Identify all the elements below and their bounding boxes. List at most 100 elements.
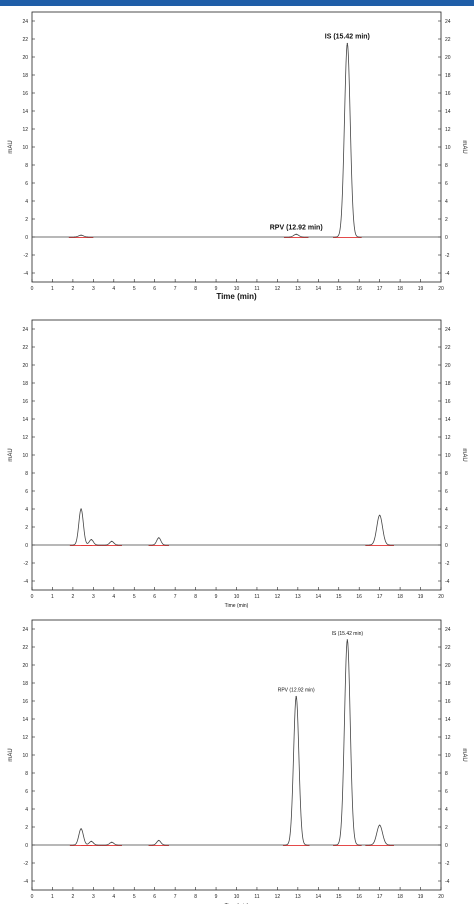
peak-annotation: RPV (12.92 min): [270, 224, 323, 231]
x-tick-label: 6: [153, 894, 156, 900]
x-tick-label: 19: [418, 594, 424, 600]
x-tick-label: 15: [336, 894, 342, 900]
x-tick-label: 15: [336, 286, 342, 292]
x-tick-label: 18: [397, 286, 403, 292]
y-tick-label-right: 14: [445, 109, 451, 115]
x-tick-label: 6: [153, 594, 156, 600]
x-tick-label: 20: [438, 894, 444, 900]
x-tick-label: 15: [336, 594, 342, 600]
y-tick-label: 22: [22, 645, 28, 651]
y-tick-label: 6: [25, 789, 28, 795]
y-tick-label-right: 0: [445, 235, 448, 241]
y-tick-label-right: 24: [445, 627, 451, 633]
y-tick-label: 16: [22, 399, 28, 405]
y-tick-label-right: 10: [445, 145, 451, 151]
y-tick-label-right: 2: [445, 525, 448, 531]
x-axis-label: Time (min): [225, 603, 249, 609]
y-tick-label-right: 14: [445, 417, 451, 423]
y-axis-label-right: mAU: [461, 448, 467, 461]
y-tick-label: 14: [22, 717, 28, 723]
x-tick-label: 6: [153, 286, 156, 292]
y-tick-label: 12: [22, 127, 28, 133]
x-tick-label: 5: [133, 594, 136, 600]
x-tick-label: 4: [112, 894, 115, 900]
y-axis-label: mAU: [8, 140, 14, 153]
x-tick-label: 14: [316, 286, 322, 292]
y-tick-label-right: 8: [445, 471, 448, 477]
x-tick-label: 16: [356, 594, 362, 600]
peak-apex: [111, 841, 113, 843]
y-tick-label: 12: [22, 435, 28, 441]
x-tick-label: 12: [275, 286, 281, 292]
x-tick-label: 11: [254, 594, 259, 600]
y-tick-label: 14: [22, 109, 28, 115]
y-tick-label: -4: [24, 879, 29, 885]
x-tick-label: 12: [275, 894, 281, 900]
peak-apex: [158, 839, 160, 842]
x-tick-label: 16: [356, 286, 362, 292]
y-tick-label-right: 6: [445, 789, 448, 795]
y-tick-label: 8: [25, 163, 28, 169]
y-tick-label-right: 18: [445, 381, 451, 387]
x-tick-label: 14: [316, 594, 322, 600]
y-axis-label: mAU: [8, 748, 14, 761]
x-tick-label: 9: [215, 894, 218, 900]
chromatogram-trace: [32, 508, 441, 546]
y-tick-label: -4: [24, 271, 29, 277]
y-tick-label-right: 0: [445, 543, 448, 549]
x-tick-label: 18: [397, 894, 403, 900]
y-tick-label-right: 10: [445, 453, 451, 459]
x-tick-label: 0: [31, 286, 34, 292]
y-tick-label-right: 4: [445, 807, 448, 813]
peak-apex: [111, 540, 113, 543]
plot-frame: [31, 11, 442, 283]
y-tick-label: 2: [25, 217, 28, 223]
y-tick-label: 24: [22, 327, 28, 333]
x-tick-label: 8: [194, 894, 197, 900]
x-tick-label: 18: [397, 594, 403, 600]
y-tick-label-right: 4: [445, 507, 448, 513]
x-tick-label: 5: [133, 894, 136, 900]
x-tick-label: 3: [92, 286, 95, 292]
y-tick-label: 14: [22, 417, 28, 423]
y-tick-label-right: -2: [445, 253, 450, 259]
x-tick-label: 9: [215, 286, 218, 292]
x-tick-label: 17: [377, 894, 383, 900]
x-tick-label: 17: [377, 594, 383, 600]
y-tick-label: 4: [25, 807, 28, 813]
x-tick-label: 10: [234, 894, 240, 900]
x-tick-label: 10: [234, 286, 240, 292]
y-tick-label-right: -2: [445, 561, 450, 567]
y-tick-label: 24: [22, 627, 28, 633]
x-tick-label: 2: [72, 594, 75, 600]
y-tick-label-right: 14: [445, 717, 451, 723]
y-tick-label: 18: [22, 381, 28, 387]
x-tick-label: 8: [194, 594, 197, 600]
x-tick-label: 17: [377, 286, 383, 292]
y-tick-label: 0: [25, 843, 28, 849]
peak-apex: [80, 828, 82, 830]
y-tick-label-right: 24: [445, 19, 451, 25]
y-tick-label-right: 4: [445, 199, 448, 205]
y-tick-label: 2: [25, 825, 28, 831]
x-tick-label: 20: [438, 594, 444, 600]
y-tick-label-right: 6: [445, 489, 448, 495]
y-tick-label: -2: [24, 253, 29, 259]
x-tick-label: 12: [275, 594, 281, 600]
x-tick-label: 2: [72, 286, 75, 292]
x-tick-label: 7: [174, 594, 177, 600]
x-tick-label: 7: [174, 894, 177, 900]
y-tick-label-right: 2: [445, 217, 448, 223]
x-tick-label: 14: [316, 894, 322, 900]
y-tick-label: 4: [25, 507, 28, 513]
peak-annotation: RPV (12.92 min): [278, 688, 315, 694]
peak-apex: [90, 539, 92, 541]
y-tick-label: 12: [22, 735, 28, 741]
y-tick-label-right: -4: [445, 579, 450, 585]
y-tick-label-right: 18: [445, 681, 451, 687]
y-tick-label: 22: [22, 37, 28, 43]
header-bar: [0, 0, 474, 6]
